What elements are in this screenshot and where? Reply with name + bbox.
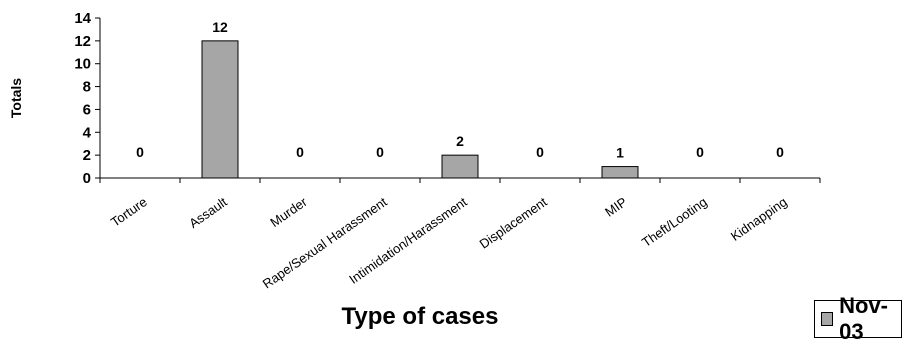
data-label: 0 [696, 144, 704, 160]
data-label: 0 [376, 144, 384, 160]
y-axis: 0 2 4 6 8 10 12 14 [74, 10, 101, 187]
data-labels: 0 12 0 0 2 0 1 0 0 [136, 19, 784, 161]
data-label: 0 [136, 144, 144, 160]
data-label: 0 [296, 144, 304, 160]
data-label: 1 [616, 145, 624, 161]
y-tick-label: 6 [83, 101, 91, 118]
y-tick-label: 2 [83, 147, 91, 164]
x-tick-label: Displacement [477, 194, 550, 252]
y-tick-label: 8 [83, 79, 91, 96]
legend-swatch [821, 312, 834, 326]
bar [601, 166, 639, 179]
x-tick-label: Kidnapping [728, 194, 790, 244]
data-label: 12 [212, 19, 228, 35]
data-label: 0 [536, 144, 544, 160]
x-tick-label: Theft/Looting [639, 194, 710, 250]
y-tick-label: 4 [83, 124, 92, 141]
x-axis [99, 177, 821, 183]
data-label: 0 [776, 144, 784, 160]
data-label: 2 [456, 133, 464, 149]
x-tick-label: Torture [108, 194, 150, 229]
x-tick-label: MIP [602, 194, 630, 220]
y-tick-label: 12 [74, 33, 91, 50]
y-tick-label: 14 [74, 10, 91, 27]
y-tick-label: 10 [74, 56, 91, 73]
bar [441, 154, 479, 179]
legend-label: Nov-03 [839, 293, 889, 344]
x-axis-title: Type of cases [342, 303, 499, 330]
legend: Nov-03 [814, 293, 902, 344]
x-tick-label: Assault [186, 194, 230, 231]
bars [201, 40, 639, 179]
bar [201, 40, 239, 179]
x-tick-label: Murder [267, 194, 310, 230]
y-axis-title: Totals [8, 78, 24, 118]
y-tick-label: 0 [83, 170, 91, 187]
